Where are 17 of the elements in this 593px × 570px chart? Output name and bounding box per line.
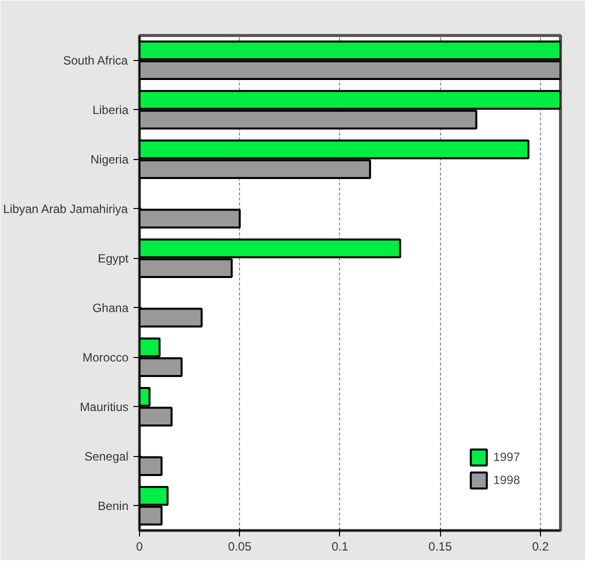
y-tick-label: Senegal (84, 449, 129, 464)
x-tick-label: 0.2 (532, 540, 550, 554)
legend-label: 1997 (493, 450, 520, 464)
y-tick-label: Benin (98, 498, 129, 513)
y-tick-label: South Africa (63, 53, 128, 68)
x-tick-label: 0.05 (228, 540, 252, 554)
y-tick-label: Ghana (92, 300, 129, 315)
x-tick-label: 0.15 (428, 540, 452, 554)
x-tick-label: 0 (136, 540, 144, 554)
y-tick-label: Egypt (98, 251, 130, 266)
y-tick-label: Nigeria (90, 152, 129, 166)
y-tick-label: Morocco (82, 350, 129, 364)
legend-label: 1998 (493, 473, 520, 487)
x-tick-label: 0.1 (332, 540, 349, 554)
y-tick-label: Mauritius (80, 400, 129, 414)
y-tick-label: Libyan Arab Jamahiriya (3, 202, 128, 216)
y-tick-label: Liberia (92, 102, 129, 117)
